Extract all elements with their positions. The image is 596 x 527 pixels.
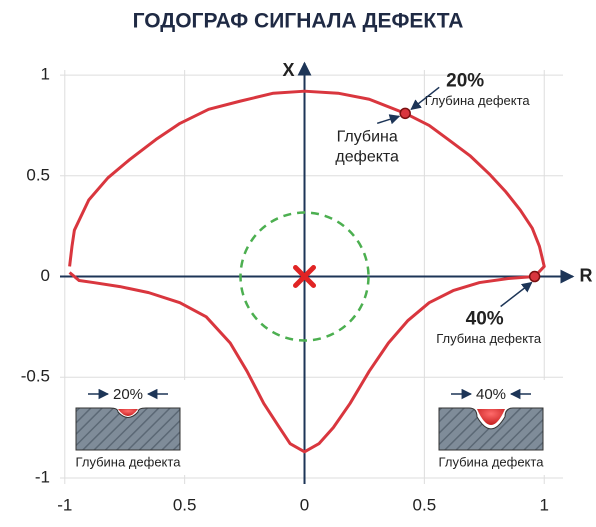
x-tick-label: 0.5 (173, 495, 197, 514)
point-label: 40% (466, 309, 504, 330)
x-tick-label: 1 (539, 495, 548, 514)
y-axis-label: X (283, 60, 295, 80)
threshold-circle (239, 211, 370, 342)
inset: 20% Глубина дефекта (70, 380, 186, 475)
y-tick-label: -1 (35, 467, 50, 486)
pointer-label: Глубина (337, 129, 398, 146)
inset-label: 40% (476, 386, 506, 403)
y-tick-label: 0 (41, 266, 50, 285)
hodograph-line (68, 89, 546, 454)
defect (477, 409, 505, 425)
pointer (500, 281, 533, 308)
point-note: Глубина дефекта (425, 93, 531, 108)
inset-caption: Глубина дефекта (76, 454, 182, 469)
pointer (410, 86, 440, 110)
specimen (75, 407, 181, 451)
defect (118, 409, 138, 416)
x-tick-label: 0.5 (413, 495, 437, 514)
pointer (376, 114, 401, 125)
x-tick-label: -1 (57, 495, 72, 514)
defect-point (399, 107, 411, 120)
origin-cross (293, 265, 317, 289)
defect-point (528, 270, 541, 283)
specimen (438, 407, 544, 451)
y-tick-label: 1 (41, 65, 50, 84)
point-note: Глубина дефекта (436, 331, 542, 346)
inset-label: 20% (113, 386, 143, 403)
inset-caption: Глубина дефекта (439, 454, 545, 469)
chart-title: ГОДОГРАФ СИГНАЛА ДЕФЕКТА (133, 10, 464, 33)
x-axis-label: R (580, 265, 593, 285)
y-tick-label: 0.5 (26, 165, 50, 184)
x-tick-label: 0 (300, 495, 309, 514)
y-tick-label: -0.5 (21, 367, 50, 386)
point-label: 20% (446, 70, 484, 91)
inset: 40% Глубина дефекта (433, 380, 549, 475)
pointer-label: дефекта (335, 149, 399, 166)
